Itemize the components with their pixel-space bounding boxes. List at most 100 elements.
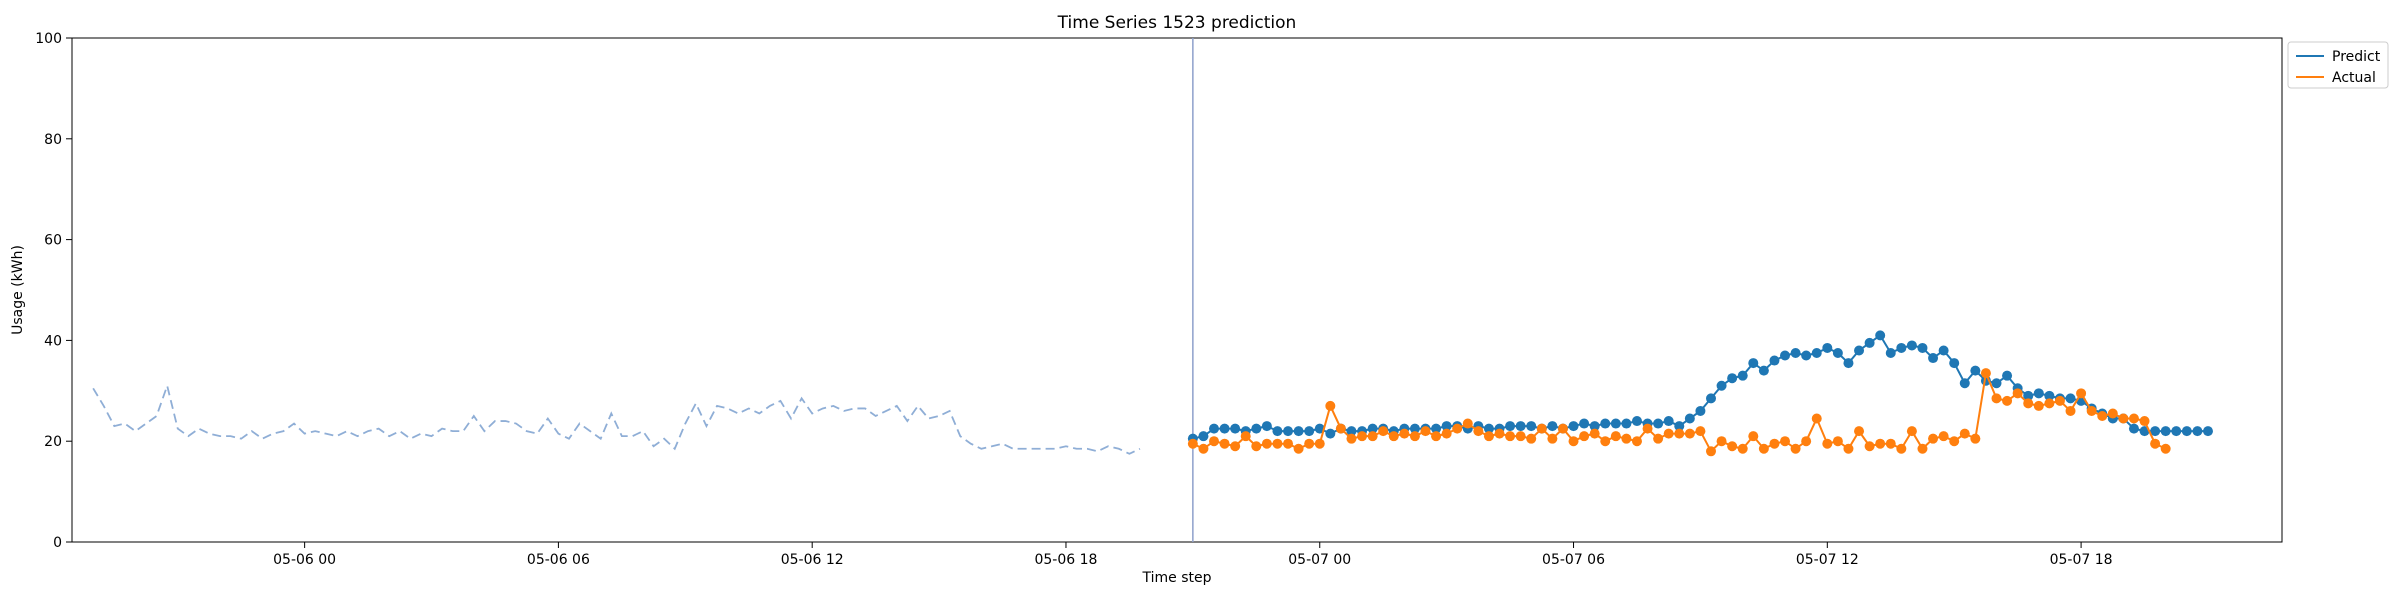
data-point-actual (1970, 433, 1981, 444)
data-point-predict (1769, 355, 1780, 366)
y-tick-label: 80 (44, 132, 62, 148)
data-point-actual (1737, 443, 1748, 454)
data-point-predict (1579, 418, 1590, 429)
series-line-predict (1192, 333, 2208, 440)
data-point-actual (1875, 438, 1886, 449)
x-tick-label: 05-07 18 (2050, 552, 2113, 568)
data-point-predict (1970, 365, 1981, 376)
y-tick-label: 0 (53, 535, 62, 551)
data-point-actual (1346, 433, 1357, 444)
data-point-predict (1938, 345, 1949, 356)
data-point-actual (1716, 436, 1727, 447)
data-point-predict (1219, 423, 1230, 434)
data-point-actual (1526, 433, 1537, 444)
data-point-actual (1896, 443, 1907, 454)
data-point-predict (1198, 431, 1209, 442)
data-point-actual (1441, 428, 1452, 439)
data-point-actual (2139, 416, 2150, 427)
data-point-predict (2171, 426, 2182, 437)
data-point-predict (1367, 423, 1378, 434)
data-point-actual (1621, 433, 1632, 444)
data-point-actual (1515, 431, 1526, 442)
data-point-actual (1663, 428, 1674, 439)
data-point-actual (1959, 428, 1970, 439)
chart-title: Time Series 1523 prediction (1057, 13, 1297, 33)
data-point-actual (2054, 395, 2065, 406)
data-point-predict (1885, 348, 1896, 358)
data-point-predict (1727, 373, 1738, 384)
data-point-predict (1441, 421, 1452, 432)
data-point-predict (1896, 342, 1907, 353)
data-point-actual (1928, 433, 1939, 444)
data-point-actual (1505, 431, 1516, 442)
data-point-actual (1832, 436, 1843, 447)
data-point-actual (1240, 431, 1251, 442)
data-point-predict (1230, 423, 1241, 434)
data-point-actual (2012, 388, 2023, 399)
data-point-actual (2128, 413, 2139, 424)
x-tick-label: 05-07 00 (1288, 552, 1351, 568)
data-point-actual (1272, 438, 1283, 449)
x-tick-label: 05-06 06 (527, 552, 590, 568)
data-point-actual (1674, 428, 1685, 439)
data-point-actual (1653, 433, 1664, 444)
data-point-actual (1209, 436, 1220, 447)
data-point-actual (1938, 431, 1949, 442)
y-tick-label: 100 (35, 31, 62, 47)
data-point-actual (1568, 436, 1579, 447)
y-tick-label: 60 (44, 233, 62, 249)
data-point-predict (1304, 426, 1315, 437)
data-point-actual (1462, 418, 1473, 429)
data-point-predict (1209, 423, 1220, 434)
data-point-actual (1769, 438, 1780, 449)
data-point-predict (1695, 405, 1706, 416)
data-point-actual (1357, 431, 1368, 442)
data-point-actual (1949, 436, 1960, 447)
data-point-predict (1251, 423, 1262, 434)
data-point-actual (1314, 438, 1325, 449)
data-point-predict (1663, 416, 1674, 427)
data-point-predict (1261, 421, 1272, 432)
data-point-actual (1367, 431, 1378, 442)
data-point-predict (1547, 421, 1558, 432)
data-point-predict (1949, 358, 1960, 369)
data-point-predict (1283, 426, 1294, 437)
data-point-actual (1187, 438, 1198, 449)
data-point-actual (1325, 400, 1336, 411)
data-point-predict (1917, 342, 1928, 353)
data-point-predict (1875, 330, 1886, 341)
data-point-actual (1547, 433, 1558, 444)
data-point-predict (1811, 348, 1822, 358)
data-point-actual (2097, 411, 2108, 421)
data-point-predict (1832, 348, 1843, 358)
y-tick-label: 20 (44, 434, 62, 450)
data-point-actual (1642, 423, 1653, 434)
data-point-predict (1801, 350, 1812, 361)
data-point-predict (1758, 365, 1769, 376)
data-point-predict (1505, 421, 1516, 432)
data-point-predict (1716, 380, 1727, 391)
data-point-predict (1906, 340, 1917, 351)
data-point-predict (2023, 390, 2034, 401)
data-point-actual (1695, 426, 1706, 437)
data-point-predict (1526, 421, 1537, 432)
data-point-predict (2192, 426, 2203, 437)
data-point-actual (1335, 423, 1346, 434)
data-point-actual (1727, 441, 1738, 452)
data-point-actual (1991, 393, 2002, 404)
data-point-predict (2044, 390, 2055, 401)
data-point-actual (1536, 423, 1547, 434)
data-point-predict (2150, 426, 2161, 437)
data-point-actual (1748, 431, 1759, 442)
data-point-predict (1928, 353, 1939, 364)
data-point-actual (1980, 368, 1991, 379)
x-tick-label: 05-07 12 (1796, 552, 1859, 568)
legend: Predict Actual (2287, 41, 2389, 89)
data-point-actual (2076, 388, 2087, 399)
data-point-actual (2160, 443, 2171, 454)
data-point-actual (1589, 428, 1600, 439)
data-point-actual (1811, 413, 1822, 424)
data-point-predict (1515, 421, 1526, 432)
